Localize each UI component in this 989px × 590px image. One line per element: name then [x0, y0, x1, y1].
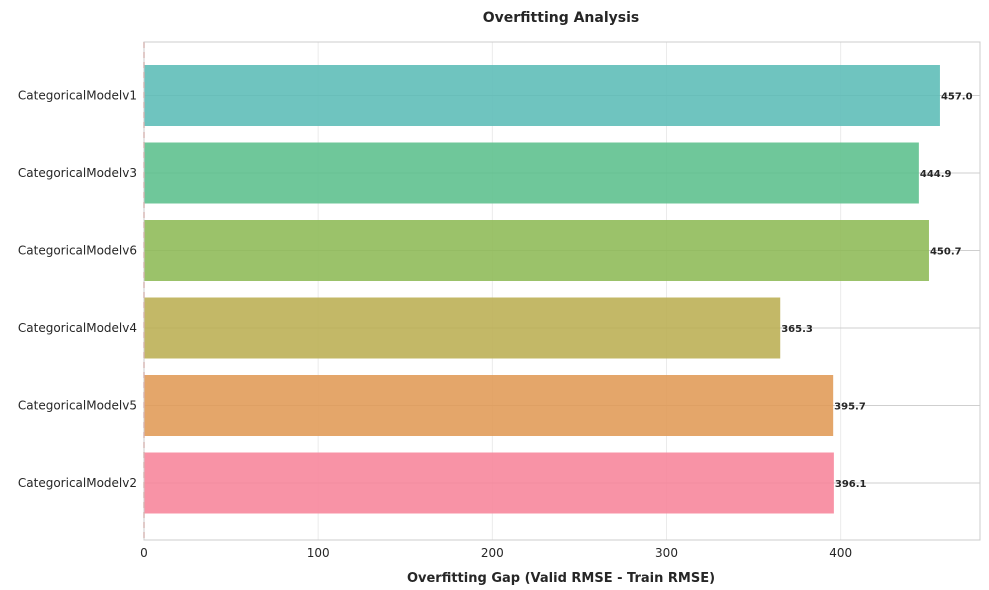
y-tick-label: CategoricalModelv6: [18, 244, 137, 258]
x-axis-label: Overfitting Gap (Valid RMSE - Train RMSE…: [407, 571, 715, 586]
y-tick-label: CategoricalModelv4: [18, 321, 137, 335]
bars-group: [144, 65, 940, 514]
data-label: 365.3: [781, 324, 813, 335]
data-label: 444.9: [920, 169, 952, 180]
bar-CategoricalModelv6: [144, 220, 929, 281]
bar-CategoricalModelv1: [144, 65, 940, 126]
y-tick-label: CategoricalModelv3: [18, 166, 137, 180]
x-tick-label: 100: [307, 546, 330, 560]
y-tick-labels: CategoricalModelv1 CategoricalModelv3 Cate…: [18, 89, 137, 491]
x-tick-label: 400: [829, 546, 852, 560]
bar-CategoricalModelv4: [144, 297, 781, 359]
data-label: 396.1: [835, 479, 867, 490]
x-tick-label: 200: [481, 546, 504, 560]
x-ticks: 0 100 200 300 400: [140, 546, 852, 560]
y-tick-label: CategoricalModelv2: [18, 476, 137, 490]
data-label: 395.7: [834, 402, 866, 413]
y-tick-label: CategoricalModelv1: [18, 89, 137, 103]
data-label: 457.0: [941, 92, 973, 103]
data-labels: 457.0 444.9 450.7 365.3 395.7 396.1: [781, 92, 972, 491]
bar-CategoricalModelv2: [144, 452, 834, 514]
data-label: 450.7: [930, 247, 962, 258]
chart-title: Overfitting Analysis: [483, 10, 640, 26]
y-tick-label: CategoricalModelv5: [18, 399, 137, 413]
plot-frame: [143, 41, 981, 541]
bar-CategoricalModelv5: [144, 375, 834, 436]
bar-CategoricalModelv3: [144, 142, 919, 204]
x-tick-label: 0: [140, 546, 148, 560]
x-tick-label: 300: [655, 546, 678, 560]
